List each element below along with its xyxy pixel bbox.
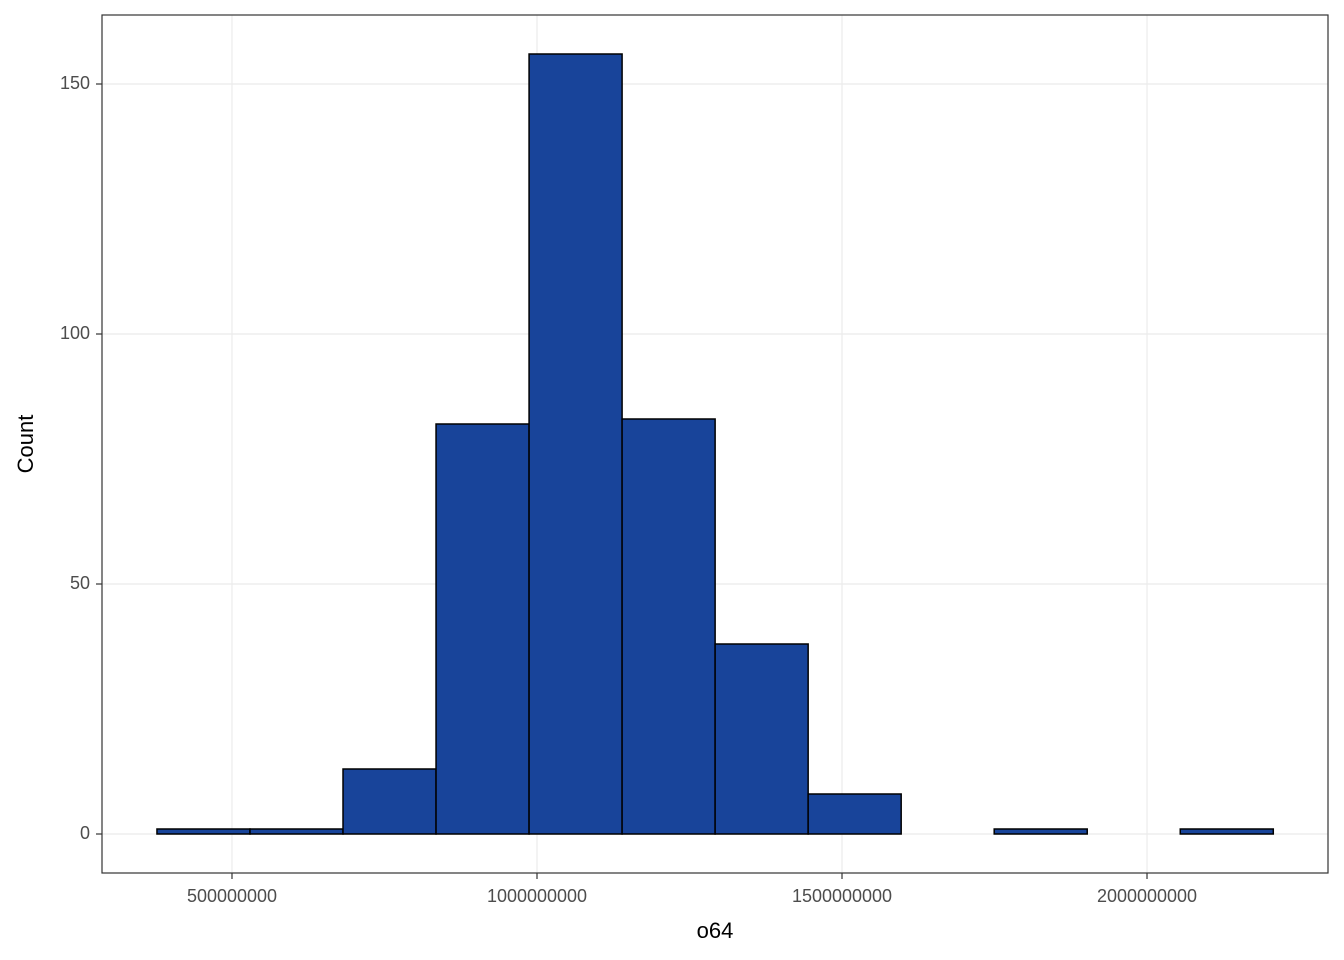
axes: 0 50 100 150 500000000 1000000000 1500000000 20… [60, 73, 1197, 906]
y-tick-label: 100 [60, 323, 90, 343]
y-tick-label: 150 [60, 73, 90, 93]
y-axis-title: Count [13, 415, 38, 474]
x-tick-label: 1500000000 [792, 886, 892, 906]
bar [993, 828, 1088, 835]
bar [435, 423, 530, 835]
bar [342, 768, 437, 835]
bar [528, 53, 623, 835]
bar [807, 793, 902, 835]
x-axis-title: o64 [697, 918, 734, 943]
bar [714, 643, 809, 835]
bars [156, 53, 1275, 835]
x-tick-label: 1000000000 [487, 886, 587, 906]
bar [156, 828, 251, 835]
bar [1179, 828, 1275, 835]
bar [621, 418, 716, 835]
panel-border [101, 14, 1329, 874]
x-tick-label: 2000000000 [1097, 886, 1197, 906]
y-tick-label: 0 [80, 823, 90, 843]
y-tick-label: 50 [70, 573, 90, 593]
bar [249, 828, 344, 835]
x-tick-label: 500000000 [187, 886, 277, 906]
